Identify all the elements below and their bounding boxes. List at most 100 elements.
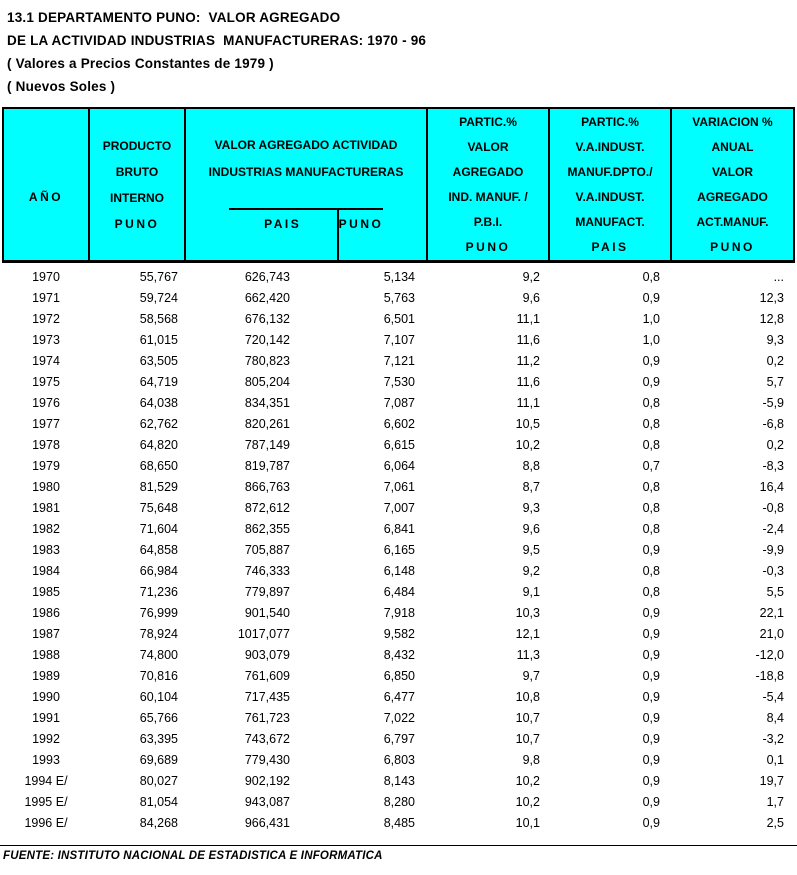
table-row: 1984 66,984 746,333 6,148 9,2 0,8 -0,3 [2, 560, 795, 581]
table-title-continuation: DE LA ACTIVIDAD INDUSTRIAS MANUFACTURERA… [7, 33, 427, 48]
value-cell: 16,4 [759, 479, 784, 494]
value-cell: 7,022 [383, 710, 415, 725]
value-cell: 6,602 [383, 416, 415, 431]
table-header: AÑO PRODUCTO BRUTO INTERNO PUNO VALOR AGREG… [2, 107, 795, 263]
subheader-pais-label: PAIS [264, 217, 302, 231]
value-cell: 0,9 [642, 647, 660, 662]
table-row: 1980 81,529 866,763 7,061 8,7 0,8 16,4 [2, 476, 795, 497]
value-cell: 705,887 [244, 542, 290, 557]
year-cell: 1979 [32, 458, 60, 473]
header-participation-pbi: PARTIC.% VALOR AGREGADO IND. MANUF. / P.B.I.… [428, 109, 550, 260]
value-cell: 55,767 [139, 269, 178, 284]
value-cell: -12,0 [755, 647, 785, 662]
value-cell: 12,8 [759, 311, 784, 326]
header-year: AÑO [4, 109, 90, 260]
value-cell: 761,609 [244, 668, 290, 683]
value-cell: 71,604 [139, 521, 178, 536]
header-annual-variation: VARIACION % ANUAL VALOR AGREGADO ACT.MANUF. P… [672, 109, 793, 260]
value-cell: 6,165 [383, 542, 415, 557]
value-cell: 11,6 [516, 332, 540, 347]
value-cell: 6,484 [383, 584, 415, 599]
table-row: 1991 65,766 761,723 7,022 10,7 0,9 8,4 [2, 707, 795, 728]
value-cell: -9,9 [762, 542, 784, 557]
value-cell: 10,8 [515, 689, 540, 704]
value-cell: -3,2 [762, 731, 784, 746]
value-cell: 662,420 [244, 290, 290, 305]
year-cell: 1972 [32, 311, 60, 326]
value-cell: 819,787 [244, 458, 290, 473]
title-block: 13.1 DEPARTAMENTO PUNO: VALOR AGREGADO D… [0, 0, 797, 98]
value-cell: 59,724 [139, 290, 178, 305]
value-cell: 8,8 [522, 458, 540, 473]
value-cell: 820,261 [244, 416, 290, 431]
value-cell: 11,1 [516, 311, 540, 326]
header-line: INTERNO [110, 190, 164, 205]
table-row: 1971 59,724 662,420 5,763 9,6 0,9 12,3 [2, 287, 795, 308]
value-cell: 0,8 [642, 437, 660, 452]
value-cell: 7,087 [383, 395, 415, 410]
header-line: ANUAL [711, 139, 754, 154]
header-line: IND. MANUF. / [448, 189, 528, 204]
value-cell: 10,2 [515, 794, 540, 809]
value-cell: 0,9 [642, 542, 660, 557]
header-year-label: AÑO [28, 189, 64, 204]
value-cell: 9,3 [522, 500, 540, 515]
value-cell: 63,505 [139, 353, 178, 368]
table-row: 1986 76,999 901,540 7,918 10,3 0,9 22,1 [2, 602, 795, 623]
value-cell: 8,280 [383, 794, 415, 809]
header-line: PUNO [465, 239, 511, 254]
value-cell: 68,650 [139, 458, 178, 473]
year-cell: 1986 [32, 605, 60, 620]
value-cell: 7,061 [383, 479, 415, 494]
year-cell: 1980 [32, 479, 60, 494]
value-cell: 862,355 [244, 521, 290, 536]
year-cell: 1975 [32, 374, 60, 389]
value-cell: 81,529 [139, 479, 178, 494]
table-row: 1985 71,236 779,897 6,484 9,1 0,8 5,5 [2, 581, 795, 602]
table-row: 1978 64,820 787,149 6,615 10,2 0,8 0,2 [2, 434, 795, 455]
value-cell: 10,2 [515, 773, 540, 788]
value-cell: 0,9 [642, 374, 660, 389]
table-row: 1993 69,689 779,430 6,803 9,8 0,9 0,1 [2, 749, 795, 770]
year-cell: 1981 [32, 500, 60, 515]
year-cell: 1990 [32, 689, 60, 704]
value-cell: 58,568 [139, 311, 178, 326]
subtitle-currency: ( Nuevos Soles ) [7, 79, 116, 94]
value-cell: 64,719 [139, 374, 178, 389]
value-cell: 0,9 [642, 815, 660, 830]
value-cell: 0,9 [642, 626, 660, 641]
table-row: 1994 E/80,027 902,192 8,143 10,2 0,9 19,7 [2, 770, 795, 791]
value-cell: -2,4 [762, 521, 784, 536]
value-cell: 12,1 [515, 626, 540, 641]
table-number-title: 13.1 DEPARTAMENTO PUNO: VALOR AGREGADO [7, 10, 341, 25]
table-row: 1979 68,650 819,787 6,064 8,8 0,7 -8,3 [2, 455, 795, 476]
value-cell: 626,743 [244, 269, 290, 284]
header-line: AGREGADO [452, 164, 524, 179]
value-cell: 0,9 [642, 710, 660, 725]
value-cell: 0,8 [642, 584, 660, 599]
value-cell: 6,477 [383, 689, 415, 704]
value-cell: 64,038 [139, 395, 178, 410]
year-cell: 1971 [32, 290, 60, 305]
value-cell: 19,7 [759, 773, 784, 788]
value-cell: 780,823 [244, 353, 290, 368]
header-line: VALOR [467, 139, 509, 154]
value-cell: 10,7 [515, 731, 540, 746]
value-cell: 64,820 [139, 437, 178, 452]
value-cell: 805,204 [244, 374, 290, 389]
year-cell: 1974 [32, 353, 60, 368]
value-cell: 11,3 [516, 647, 540, 662]
value-cell: 0,9 [642, 668, 660, 683]
header-line: MANUF.DPTO./ [567, 164, 653, 179]
value-cell: 1,0 [642, 311, 660, 326]
value-cell: 10,1 [515, 815, 540, 830]
value-cell: 7,918 [383, 605, 415, 620]
value-cell: 22,1 [759, 605, 784, 620]
value-cell: 743,672 [244, 731, 290, 746]
value-cell: 65,766 [139, 710, 178, 725]
header-line: PRODUCTO [102, 138, 172, 153]
value-cell: 61,015 [139, 332, 178, 347]
value-cell: 872,612 [244, 500, 290, 515]
value-cell: 9,582 [383, 626, 415, 641]
